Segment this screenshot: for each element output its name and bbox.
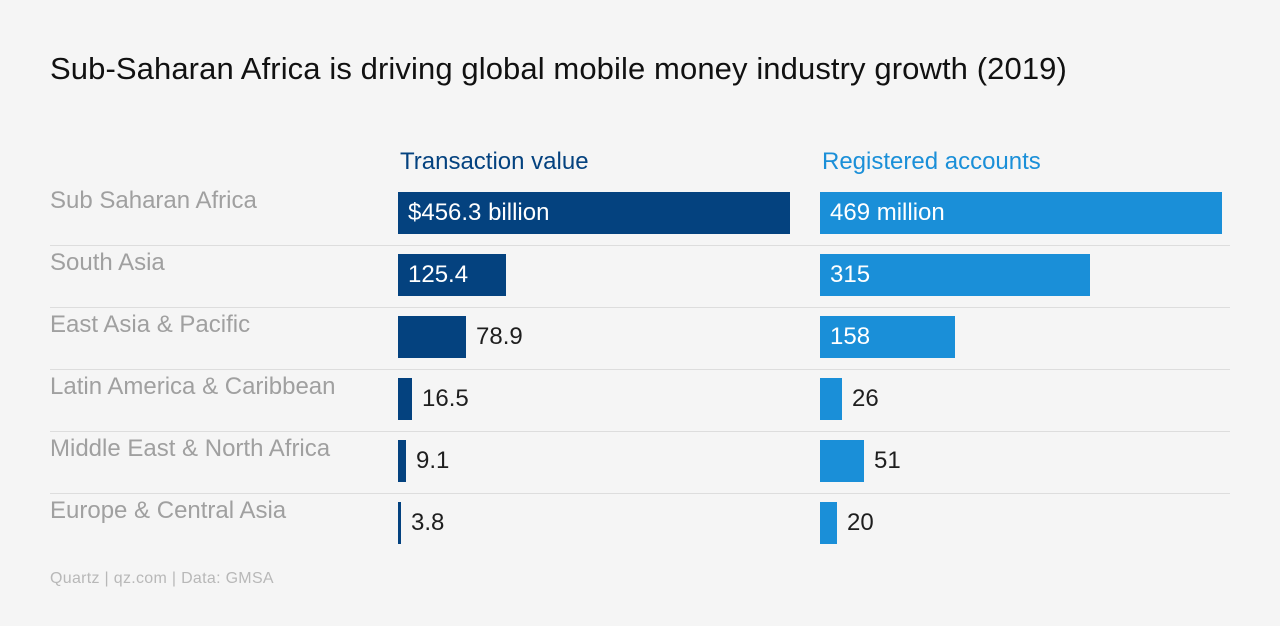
row-divider <box>50 245 1230 246</box>
category-label: Europe & Central Asia <box>50 497 287 524</box>
registered-accounts-bar <box>820 378 842 420</box>
row-divider <box>50 307 1230 308</box>
transaction-value-bar <box>398 378 412 420</box>
chart-row: South Asia 125.4 315 <box>50 246 1230 308</box>
chart-row: Middle East & North Africa 9.1 51 <box>50 432 1230 494</box>
transaction-value-label: 3.8 <box>411 509 445 536</box>
transaction-value-bar <box>398 316 466 358</box>
row-divider <box>50 493 1230 494</box>
chart-row: Latin America & Caribbean 16.5 26 <box>50 370 1230 432</box>
category-label: Sub Saharan Africa <box>50 187 257 214</box>
chart-row: Europe & Central Asia 3.8 20 <box>50 494 1230 556</box>
registered-accounts-bar <box>820 316 955 358</box>
transaction-value-bar <box>398 440 406 482</box>
category-label: Latin America & Caribbean <box>50 373 336 400</box>
source-note: Quartz | qz.com | Data: GMSA <box>50 570 274 587</box>
category-label: South Asia <box>50 249 165 276</box>
transaction-value-header: Transaction value <box>400 148 589 175</box>
registered-accounts-label: 315 <box>830 261 871 288</box>
chart-row: Sub Saharan Africa $456.3 billion 469 mill… <box>50 184 1230 246</box>
registered-accounts-bar <box>820 254 1090 296</box>
transaction-value-label: 16.5 <box>422 385 469 412</box>
registered-accounts-bar <box>820 502 837 544</box>
transaction-value-label: 78.9 <box>476 323 523 350</box>
chart-title: Sub-Saharan Africa is driving global mob… <box>50 51 1067 86</box>
registered-accounts-label: 26 <box>852 385 879 412</box>
category-label: East Asia & Pacific <box>50 311 251 338</box>
registered-accounts-label: 20 <box>847 509 874 536</box>
registered-accounts-label: 158 <box>830 323 871 350</box>
registered-accounts-bar <box>820 192 1222 234</box>
transaction-value-bar <box>398 502 401 544</box>
registered-accounts-label: 469 million <box>830 199 945 226</box>
registered-accounts-bar <box>820 440 864 482</box>
transaction-value-label: 125.4 <box>408 261 469 288</box>
category-label: Middle East & North Africa <box>50 435 331 462</box>
transaction-value-label: $456.3 billion <box>408 199 550 226</box>
transaction-value-bar <box>398 192 790 234</box>
row-divider <box>50 431 1230 432</box>
registered-accounts-header: Registered accounts <box>822 148 1041 175</box>
transaction-value-bar <box>398 254 506 296</box>
transaction-value-label: 9.1 <box>416 447 450 474</box>
row-divider <box>50 369 1230 370</box>
chart-row: East Asia & Pacific 78.9 158 <box>50 308 1230 370</box>
registered-accounts-label: 51 <box>874 447 901 474</box>
